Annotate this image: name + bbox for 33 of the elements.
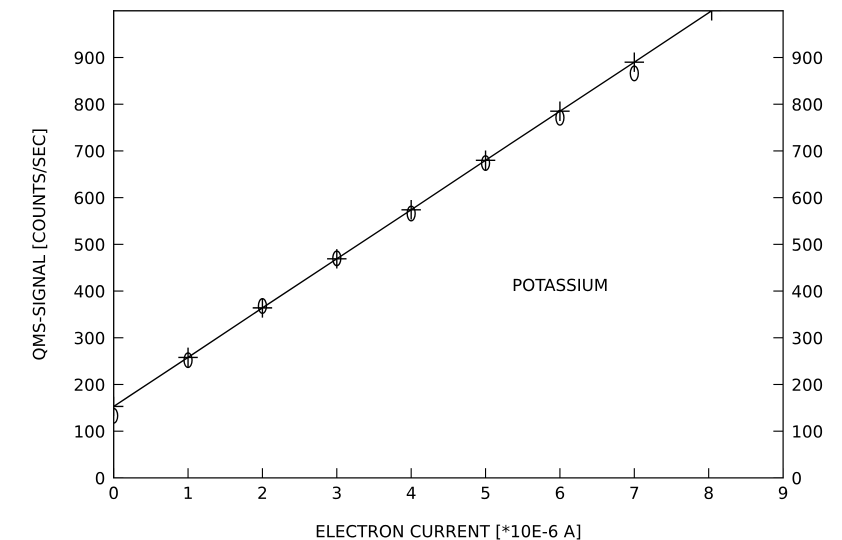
x-tick-label: 4: [406, 486, 416, 499]
x-axis-title: ELECTRON CURRENT [*10E-6 A]: [316, 524, 580, 540]
x-tick-label: 9: [778, 486, 788, 500]
x-tick-label: 2: [258, 486, 266, 499]
y-axis-title: QMS-SIGNAL [COUNTS/SEC]: [32, 130, 48, 360]
y-tick-label: 700: [74, 144, 104, 158]
x-tick-label: 1: [184, 486, 192, 499]
y2-tick-label: 600: [792, 192, 822, 204]
y-tick-label: 300: [74, 332, 104, 344]
y2-tick-label: 700: [792, 144, 822, 158]
y2-tick-label: 0: [792, 472, 801, 484]
y2-tick-label: 300: [792, 332, 822, 344]
x-tick-label: 0: [109, 486, 118, 500]
y-tick-label: 100: [75, 425, 104, 438]
y-tick-label: 600: [74, 192, 104, 204]
x-tick-label: 7: [630, 486, 638, 499]
y-tick-label: 400: [74, 285, 104, 298]
y-tick-label: 0: [96, 472, 104, 484]
y2-tick-label: 200: [792, 378, 822, 392]
y-tick-label: 200: [74, 378, 104, 392]
x-tick-label: 6: [556, 486, 564, 500]
annotation: POTASSIUM: [514, 278, 607, 292]
x-tick-label: 3: [332, 486, 341, 500]
y-tick-label: 800: [74, 98, 104, 111]
y2-tick-label: 900: [792, 51, 822, 64]
y2-tick-label: 800: [792, 98, 822, 111]
y-tick-label: 500: [74, 238, 104, 251]
y2-tick-label: 400: [792, 285, 822, 298]
x-tick-label: 5: [482, 486, 490, 500]
y2-tick-label: 500: [792, 238, 822, 251]
y-tick-label: 900: [74, 51, 104, 64]
x-tick-label: 8: [704, 486, 713, 500]
y2-tick-label: 100: [793, 425, 822, 438]
